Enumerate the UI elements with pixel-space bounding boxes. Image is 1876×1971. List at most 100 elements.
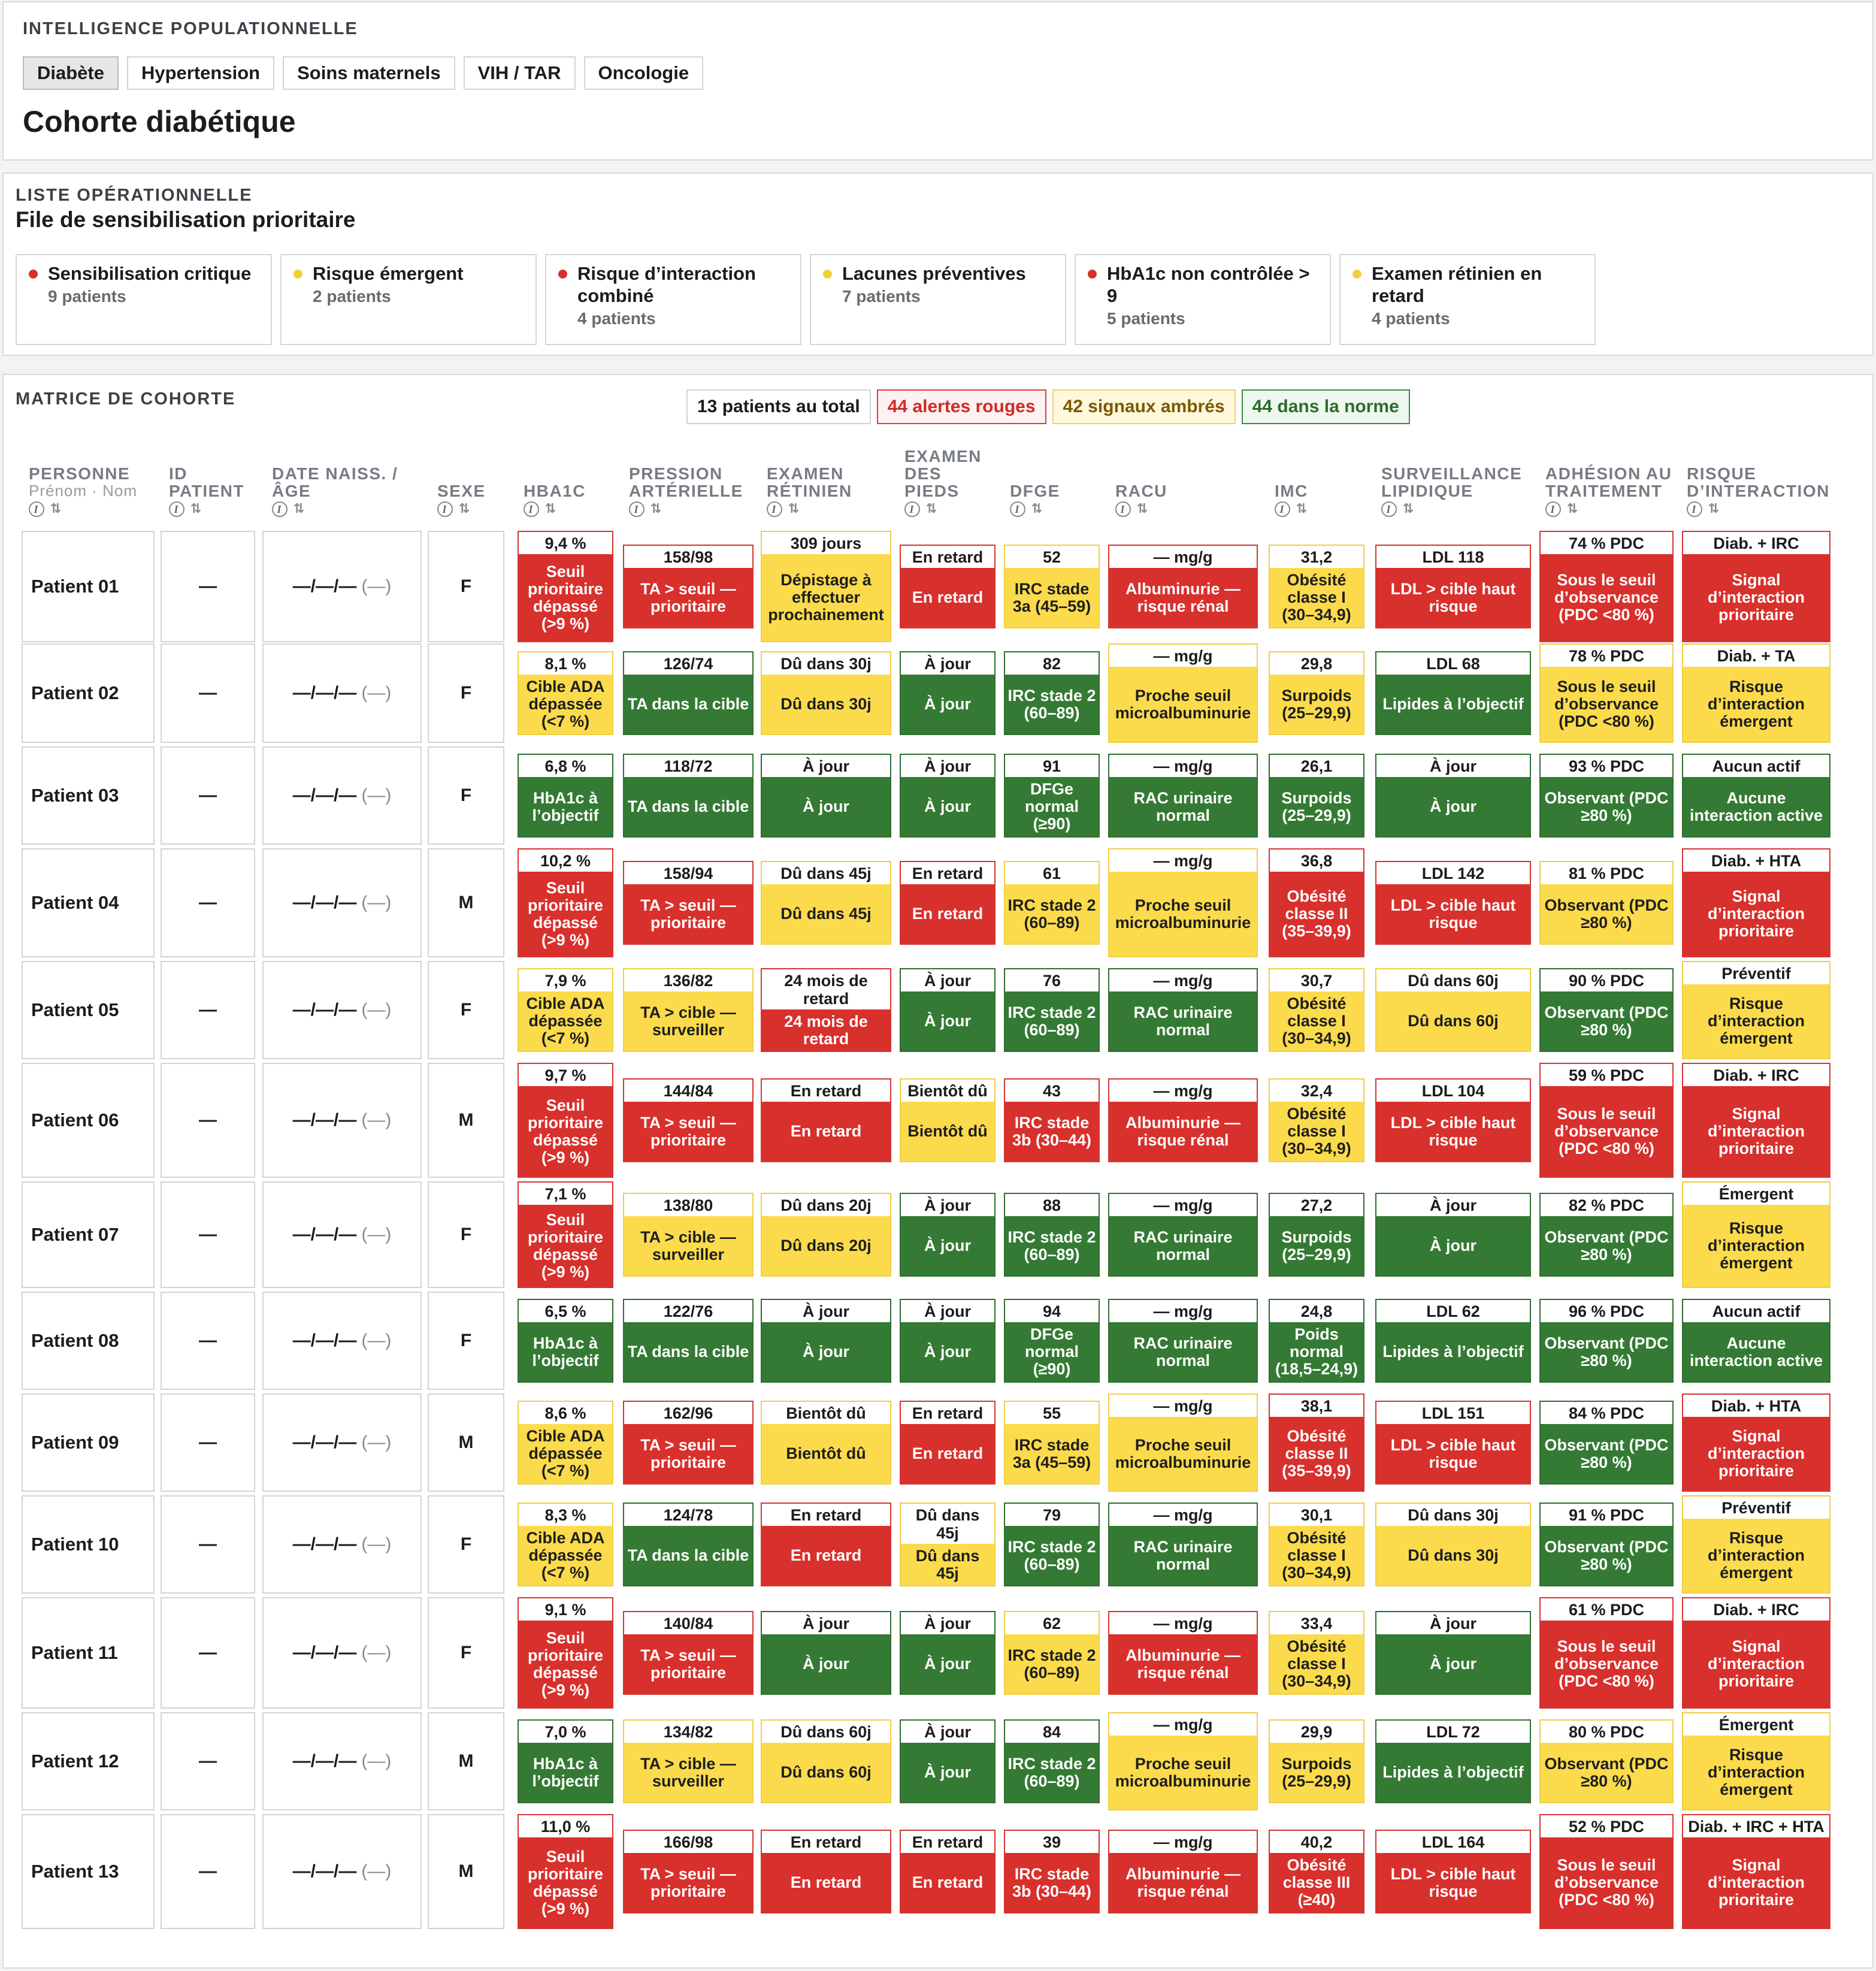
metric-card[interactable]: 11,0 % Seuil prioritaire dépassé (>9 %): [518, 1814, 613, 1929]
metric-card[interactable]: LDL 164 LDL > cible haut risque: [1375, 1830, 1531, 1913]
column-header[interactable]: EXAMEN RÉTINIEN i ⇅: [767, 465, 898, 518]
metric-card[interactable]: LDL 118 LDL > cible haut risque: [1375, 545, 1531, 628]
sort-icon[interactable]: ⇅: [288, 501, 306, 516]
column-header[interactable]: EXAMEN DES PIEDS i ⇅: [904, 448, 994, 518]
metric-card[interactable]: En retard En retard: [900, 545, 996, 628]
info-icon[interactable]: i: [629, 501, 645, 517]
patient-name[interactable]: Patient 09: [22, 1393, 155, 1492]
queue-card[interactable]: Risque émergent 2 patients: [280, 254, 537, 345]
metric-card[interactable]: Diab. + TA Risque d’interaction émergent: [1682, 643, 1830, 743]
metric-card[interactable]: — mg/g RAC urinaire normal: [1108, 1193, 1258, 1277]
patient-name[interactable]: Patient 03: [22, 746, 155, 845]
metric-card[interactable]: 122/76 TA dans la cible: [623, 1299, 754, 1383]
metric-card[interactable]: À jour À jour: [900, 1611, 996, 1695]
queue-card[interactable]: Examen rétinien en retard 4 patients: [1339, 254, 1596, 345]
sort-icon[interactable]: ⇅: [44, 501, 63, 516]
metric-card[interactable]: 78 % PDC Sous le seuil d’observance (PDC …: [1539, 643, 1674, 743]
metric-card[interactable]: Diab. + IRC Signal d’interaction priorita…: [1682, 531, 1830, 642]
metric-card[interactable]: Préventif Risque d’interaction émergent: [1682, 1495, 1830, 1594]
metric-card[interactable]: 144/84 TA > seuil — prioritaire: [623, 1078, 754, 1162]
metric-card[interactable]: 52 IRC stade 3a (45–59): [1004, 545, 1100, 628]
sort-icon[interactable]: ⇅: [645, 501, 663, 516]
metric-card[interactable]: Dû dans 30j Dû dans 30j: [1375, 1503, 1531, 1586]
metric-card[interactable]: 8,1 % Cible ADA dépassée (<7 %): [518, 651, 613, 735]
metric-card[interactable]: 84 IRC stade 2 (60–89): [1004, 1719, 1100, 1803]
metric-card[interactable]: LDL 104 LDL > cible haut risque: [1375, 1078, 1531, 1162]
metric-card[interactable]: 24 mois de retard 24 mois de retard: [761, 968, 891, 1052]
sort-icon[interactable]: ⇅: [453, 501, 471, 516]
patient-name[interactable]: Patient 08: [22, 1292, 155, 1390]
column-header[interactable]: IMC i ⇅: [1275, 482, 1370, 518]
metric-card[interactable]: 93 % PDC Observant (PDC ≥80 %): [1539, 754, 1674, 838]
sort-icon[interactable]: ⇅: [1397, 501, 1415, 516]
metric-card[interactable]: 81 % PDC Observant (PDC ≥80 %): [1539, 861, 1674, 945]
metric-card[interactable]: À jour À jour: [1375, 1193, 1531, 1277]
tab-3[interactable]: VIH / TAR: [463, 56, 576, 90]
metric-card[interactable]: 79 IRC stade 2 (60–89): [1004, 1503, 1100, 1586]
metric-card[interactable]: 82 IRC stade 2 (60–89): [1004, 651, 1100, 735]
metric-card[interactable]: — mg/g RAC urinaire normal: [1108, 754, 1258, 838]
metric-card[interactable]: Aucun actif Aucune interaction active: [1682, 1299, 1830, 1383]
metric-card[interactable]: 6,8 % HbA1c à l’objectif: [518, 754, 613, 838]
metric-card[interactable]: 7,0 % HbA1c à l’objectif: [518, 1719, 613, 1803]
metric-card[interactable]: En retard En retard: [900, 861, 996, 945]
info-icon[interactable]: i: [1115, 501, 1131, 517]
metric-card[interactable]: 24,8 Poids normal (18,5–24,9): [1269, 1299, 1364, 1383]
metric-card[interactable]: LDL 68 Lipides à l’objectif: [1375, 651, 1531, 735]
metric-card[interactable]: LDL 62 Lipides à l’objectif: [1375, 1299, 1531, 1383]
metric-card[interactable]: À jour À jour: [900, 1299, 996, 1383]
metric-card[interactable]: 30,7 Obésité classe I (30–34,9): [1269, 968, 1364, 1052]
sort-icon[interactable]: ⇅: [1025, 501, 1044, 516]
metric-card[interactable]: 30,1 Obésité classe I (30–34,9): [1269, 1503, 1364, 1586]
sort-icon[interactable]: ⇅: [539, 501, 558, 516]
metric-card[interactable]: 158/98 TA > seuil — prioritaire: [623, 545, 754, 628]
metric-card[interactable]: — mg/g Albuminurie — risque rénal: [1108, 1830, 1258, 1913]
metric-card[interactable]: 38,1 Obésité classe II (35–39,9): [1269, 1393, 1364, 1492]
metric-card[interactable]: 158/94 TA > seuil — prioritaire: [623, 861, 754, 945]
sort-icon[interactable]: ⇅: [184, 501, 203, 516]
metric-card[interactable]: 91 % PDC Observant (PDC ≥80 %): [1539, 1503, 1674, 1586]
info-icon[interactable]: i: [1010, 501, 1025, 517]
metric-card[interactable]: Dû dans 45j Dû dans 45j: [900, 1503, 996, 1586]
metric-card[interactable]: 55 IRC stade 3a (45–59): [1004, 1401, 1100, 1485]
metric-card[interactable]: 94 DFGe normal (≥90): [1004, 1299, 1100, 1383]
metric-card[interactable]: 136/82 TA > cible — surveiller: [623, 968, 754, 1052]
metric-card[interactable]: Bientôt dû Bientôt dû: [900, 1078, 996, 1162]
metric-card[interactable]: À jour À jour: [900, 1719, 996, 1803]
metric-card[interactable]: À jour À jour: [900, 968, 996, 1052]
metric-card[interactable]: 8,6 % Cible ADA dépassée (<7 %): [518, 1401, 613, 1485]
metric-card[interactable]: En retard En retard: [900, 1401, 996, 1485]
metric-card[interactable]: — mg/g RAC urinaire normal: [1108, 968, 1258, 1052]
column-header[interactable]: RACU i ⇅: [1115, 482, 1259, 518]
info-icon[interactable]: i: [524, 501, 539, 517]
metric-card[interactable]: Diab. + IRC + HTA Signal d’interaction pr…: [1682, 1814, 1830, 1929]
tab-2[interactable]: Soins maternels: [283, 56, 455, 90]
sort-icon[interactable]: ⇅: [920, 501, 939, 516]
metric-card[interactable]: 62 IRC stade 2 (60–89): [1004, 1611, 1100, 1695]
metric-card[interactable]: 33,4 Obésité classe I (30–34,9): [1269, 1611, 1364, 1695]
info-icon[interactable]: i: [1381, 501, 1397, 517]
info-icon[interactable]: i: [169, 501, 184, 517]
metric-card[interactable]: 74 % PDC Sous le seuil d’observance (PDC …: [1539, 531, 1674, 642]
metric-card[interactable]: 138/80 TA > cible — surveiller: [623, 1193, 754, 1277]
metric-card[interactable]: 52 % PDC Sous le seuil d’observance (PDC …: [1539, 1814, 1674, 1929]
metric-card[interactable]: À jour À jour: [761, 754, 891, 838]
metric-card[interactable]: 309 jours Dépistage à effectuer prochaine…: [761, 531, 891, 642]
metric-card[interactable]: — mg/g Proche seuil microalbuminurie: [1108, 1712, 1258, 1810]
metric-card[interactable]: 32,4 Obésité classe I (30–34,9): [1269, 1078, 1364, 1162]
metric-card[interactable]: 96 % PDC Observant (PDC ≥80 %): [1539, 1299, 1674, 1383]
column-header[interactable]: SURVEILLANCE LIPIDIQUE i ⇅: [1381, 465, 1537, 518]
column-header[interactable]: PERSONNE Prénom · Nom i ⇅: [29, 465, 149, 518]
metric-card[interactable]: À jour À jour: [900, 1193, 996, 1277]
sort-icon[interactable]: ⇅: [1131, 501, 1149, 516]
patient-name[interactable]: Patient 01: [22, 531, 155, 642]
metric-card[interactable]: À jour À jour: [761, 1611, 891, 1695]
metric-card[interactable]: 6,5 % HbA1c à l’objectif: [518, 1299, 613, 1383]
metric-card[interactable]: 8,3 % Cible ADA dépassée (<7 %): [518, 1503, 613, 1586]
queue-card[interactable]: Lacunes préventives 7 patients: [810, 254, 1066, 345]
metric-card[interactable]: 9,4 % Seuil prioritaire dépassé (>9 %): [518, 531, 613, 642]
metric-card[interactable]: 59 % PDC Sous le seuil d’observance (PDC …: [1539, 1063, 1674, 1178]
metric-card[interactable]: Aucun actif Aucune interaction active: [1682, 754, 1830, 838]
column-header[interactable]: ADHÉSION AU TRAITEMENT i ⇅: [1545, 465, 1677, 518]
info-icon[interactable]: i: [437, 501, 453, 517]
